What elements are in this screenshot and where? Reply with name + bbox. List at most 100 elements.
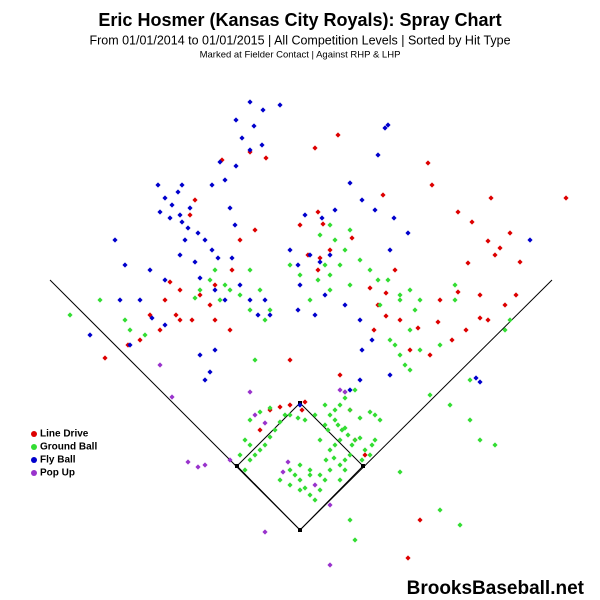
hit-point <box>263 155 269 161</box>
hit-point <box>371 327 377 333</box>
hit-point <box>507 317 513 323</box>
hit-point <box>375 152 381 158</box>
hit-point <box>391 215 397 221</box>
hit-point <box>297 222 303 228</box>
hit-point <box>337 437 343 443</box>
hit-point <box>307 492 313 498</box>
hit-point <box>349 235 355 241</box>
hit-point <box>312 482 318 488</box>
home-plate <box>298 528 302 532</box>
hit-point <box>477 315 483 321</box>
hit-point <box>202 377 208 383</box>
hit-point <box>312 145 318 151</box>
hit-point <box>485 317 491 323</box>
hit-point <box>463 327 469 333</box>
watermark: BrooksBaseball.net <box>407 578 585 599</box>
hit-point <box>327 222 333 228</box>
hit-point <box>372 437 378 443</box>
hit-point <box>297 272 303 278</box>
hit-point <box>287 262 293 268</box>
legend-swatch <box>31 431 37 437</box>
hit-point <box>429 182 435 188</box>
hit-point <box>327 272 333 278</box>
hit-point <box>319 215 325 221</box>
hit-point <box>335 422 341 428</box>
hit-point <box>405 555 411 561</box>
hit-point <box>317 437 323 443</box>
hit-point <box>142 332 148 338</box>
hit-point <box>87 332 93 338</box>
hit-point <box>467 377 473 383</box>
hit-point <box>262 420 268 426</box>
hit-point <box>322 477 328 483</box>
legend-swatch <box>31 457 37 463</box>
hit-point <box>267 307 273 313</box>
hit-point <box>202 237 208 243</box>
hit-point <box>382 125 388 131</box>
hit-point <box>247 442 253 448</box>
hit-point <box>322 402 328 408</box>
hit-point <box>277 477 283 483</box>
hit-point <box>332 207 338 213</box>
hit-point <box>212 287 218 293</box>
hit-point <box>307 467 313 473</box>
hit-point <box>247 147 253 153</box>
hit-point <box>282 412 288 418</box>
hit-point <box>260 107 266 113</box>
hit-point <box>237 282 243 288</box>
hit-point <box>252 357 258 363</box>
hit-point <box>67 312 73 318</box>
hit-point <box>342 302 348 308</box>
hit-point <box>337 372 343 378</box>
hit-point <box>287 467 293 473</box>
hit-point <box>162 277 168 283</box>
hit-point <box>302 417 308 423</box>
hit-point <box>417 297 423 303</box>
hit-point <box>207 302 213 308</box>
hit-point <box>297 462 303 468</box>
hit-point <box>295 415 301 421</box>
hit-point <box>162 322 168 328</box>
hit-point <box>332 442 338 448</box>
chart-note: Marked at Fielder Contact | Against RHP … <box>200 50 401 61</box>
hit-point <box>465 260 471 266</box>
hit-point <box>342 467 348 473</box>
hit-point <box>352 537 358 543</box>
hit-point <box>415 325 421 331</box>
hit-point <box>357 257 363 263</box>
legend: Line Drive Ground Ball Fly Ball Pop Up <box>31 429 97 479</box>
hit-point <box>332 237 338 243</box>
legend-label: Line Drive <box>40 429 89 440</box>
hit-point <box>492 252 498 258</box>
hit-point <box>247 267 253 273</box>
legend-label: Fly Ball <box>40 455 76 466</box>
first-base <box>361 464 365 468</box>
legend-label: Ground Ball <box>40 442 97 453</box>
hit-point <box>242 467 248 473</box>
hit-point <box>377 302 383 308</box>
hit-point <box>492 442 498 448</box>
hit-point <box>502 302 508 308</box>
hit-point <box>392 342 398 348</box>
hit-point <box>347 282 353 288</box>
hit-point <box>383 290 389 296</box>
hit-point <box>247 297 253 303</box>
hit-point <box>359 347 365 353</box>
hit-point <box>357 415 363 421</box>
hit-point <box>402 362 408 368</box>
hit-point <box>320 221 326 227</box>
hit-point <box>469 219 475 225</box>
hit-point <box>233 117 239 123</box>
hit-point <box>232 222 238 228</box>
hit-point <box>380 192 386 198</box>
hit-point <box>335 132 341 138</box>
hit-point <box>169 394 175 400</box>
hit-point <box>367 285 373 291</box>
hit-point <box>189 317 195 323</box>
hit-point <box>252 452 258 458</box>
hit-point <box>197 352 203 358</box>
hit-point <box>345 432 351 438</box>
hit-point <box>212 347 218 353</box>
hit-point <box>327 447 333 453</box>
